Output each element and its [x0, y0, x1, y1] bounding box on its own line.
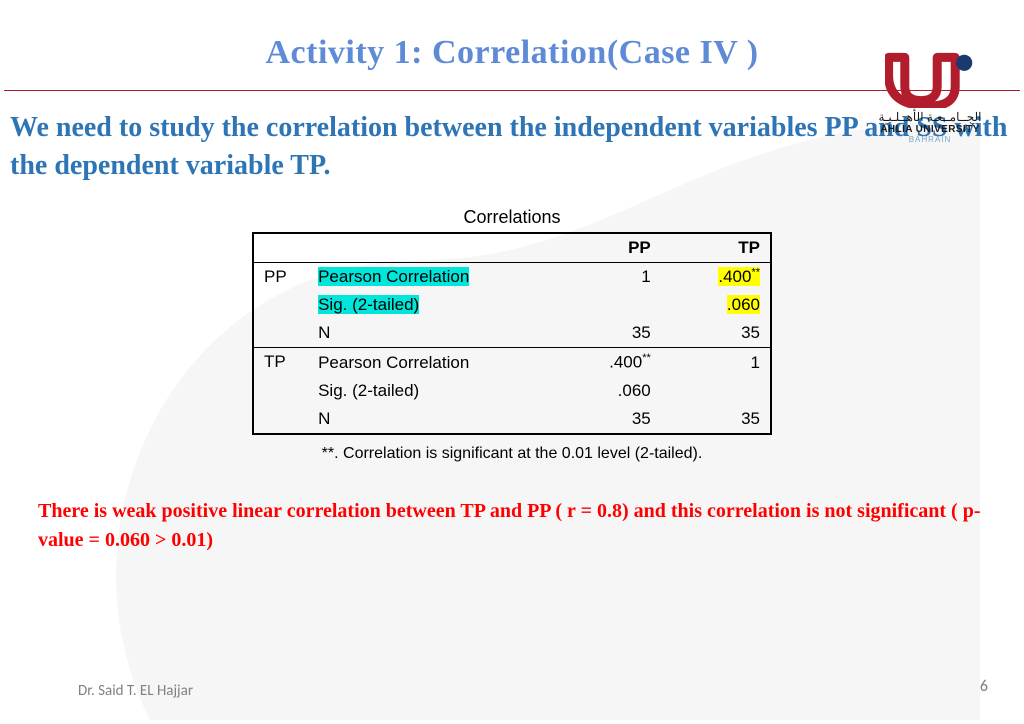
cell: 35 — [551, 405, 661, 434]
stat-label: Pearson Correlation — [318, 267, 469, 286]
logo-text-english: AHLIA UNIVERSITY — [860, 124, 1000, 135]
stat-label: Sig. (2-tailed) — [318, 295, 419, 314]
table-footnote: **. Correlation is significant at the 0.… — [252, 445, 772, 463]
conclusion-text: There is weak positive linear correlatio… — [38, 497, 990, 555]
logo-text-sub: BAHRAIN — [860, 135, 1000, 144]
cell: 1 — [661, 348, 771, 377]
correlation-table: PP TP PP Pearson Correlation 1 .400** Si… — [252, 232, 772, 435]
stat-label: N — [308, 319, 550, 348]
table-col-header: PP — [551, 233, 661, 263]
stat-label: Pearson Correlation — [308, 348, 550, 377]
cell: .400** — [551, 348, 661, 377]
cell: 35 — [661, 405, 771, 434]
table-col-header: TP — [661, 233, 771, 263]
stat-label: N — [308, 405, 550, 434]
cell: .060 — [551, 377, 661, 405]
cell: .400** — [718, 267, 760, 286]
stat-label: Sig. (2-tailed) — [308, 377, 550, 405]
author-name: Dr. Said T. EL Hajjar — [78, 682, 193, 700]
correlation-table-wrap: Correlations PP TP PP Pearson Correlatio… — [252, 207, 772, 463]
slide: Activity 1: Correlation(Case IV ) الجــا… — [0, 0, 1024, 724]
cell: .060 — [727, 295, 760, 314]
table-row-var: TP — [253, 348, 308, 434]
logo-mark-icon — [885, 50, 975, 108]
university-logo: الجــامــعـة الأهــلـيـة AHLIA UNIVERSIT… — [860, 50, 1000, 144]
cell — [551, 291, 661, 319]
cell: 35 — [551, 319, 661, 348]
page-number: 6 — [980, 677, 988, 696]
logo-text-arabic: الجــامــعـة الأهــلـيـة — [860, 110, 1000, 124]
cell: 1 — [551, 262, 661, 291]
cell — [661, 377, 771, 405]
table-row-var: PP — [253, 262, 308, 348]
cell: 35 — [661, 319, 771, 348]
table-title: Correlations — [252, 207, 772, 228]
